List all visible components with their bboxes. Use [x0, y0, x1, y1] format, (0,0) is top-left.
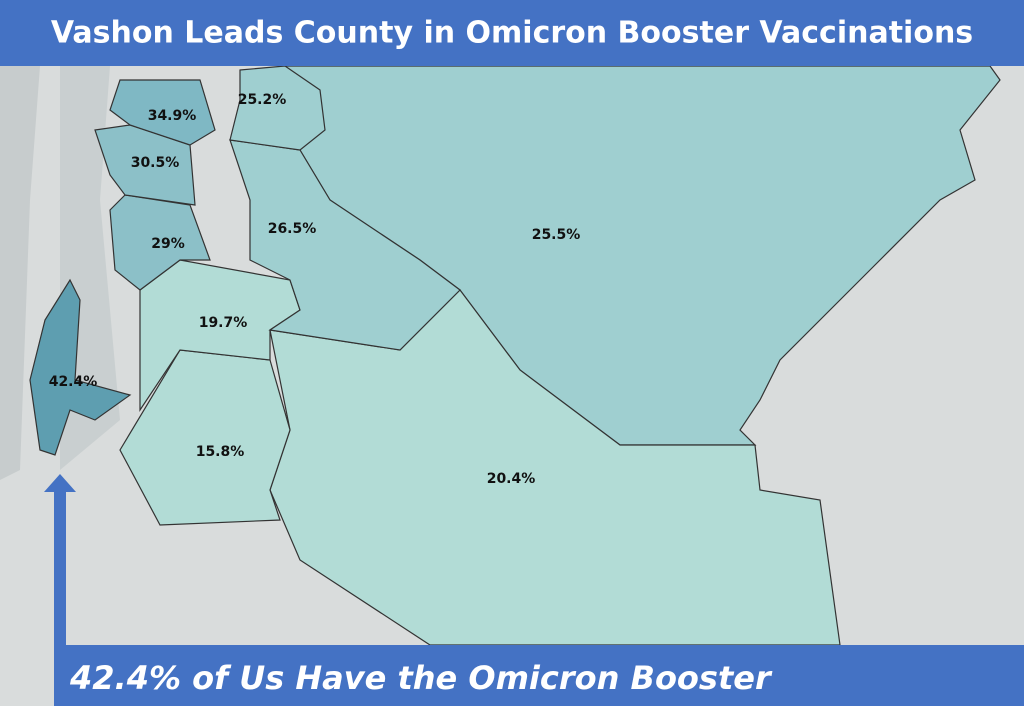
region-label: 34.9% [148, 108, 197, 124]
region-label: 26.5% [268, 221, 317, 237]
region [29, 278, 132, 456]
region [229, 65, 326, 151]
region-label: 42.4% [49, 374, 98, 390]
title-bar [0, 0, 1024, 66]
region [269, 289, 841, 646]
water [0, 66, 40, 480]
region-label: 29% [151, 236, 185, 252]
region-label: 15.8% [196, 444, 245, 460]
arrow [44, 474, 76, 645]
regions [29, 65, 1001, 646]
caption: 42.4% of Us Have the Omicron Booster [69, 659, 773, 697]
region [229, 139, 461, 351]
title: Vashon Leads County in Omicron Booster V… [51, 16, 973, 51]
region-label: 25.2% [238, 92, 287, 108]
region-label: 25.5% [532, 227, 581, 243]
caption-bar [54, 645, 1024, 706]
region-label: 30.5% [131, 155, 180, 171]
region [109, 79, 216, 146]
region-label: 19.7% [199, 315, 248, 331]
region-labels: 34.9% 25.2% 30.5% 29% 26.5% 25.5% 19.7% … [49, 92, 581, 487]
region-label: 20.4% [487, 471, 536, 487]
